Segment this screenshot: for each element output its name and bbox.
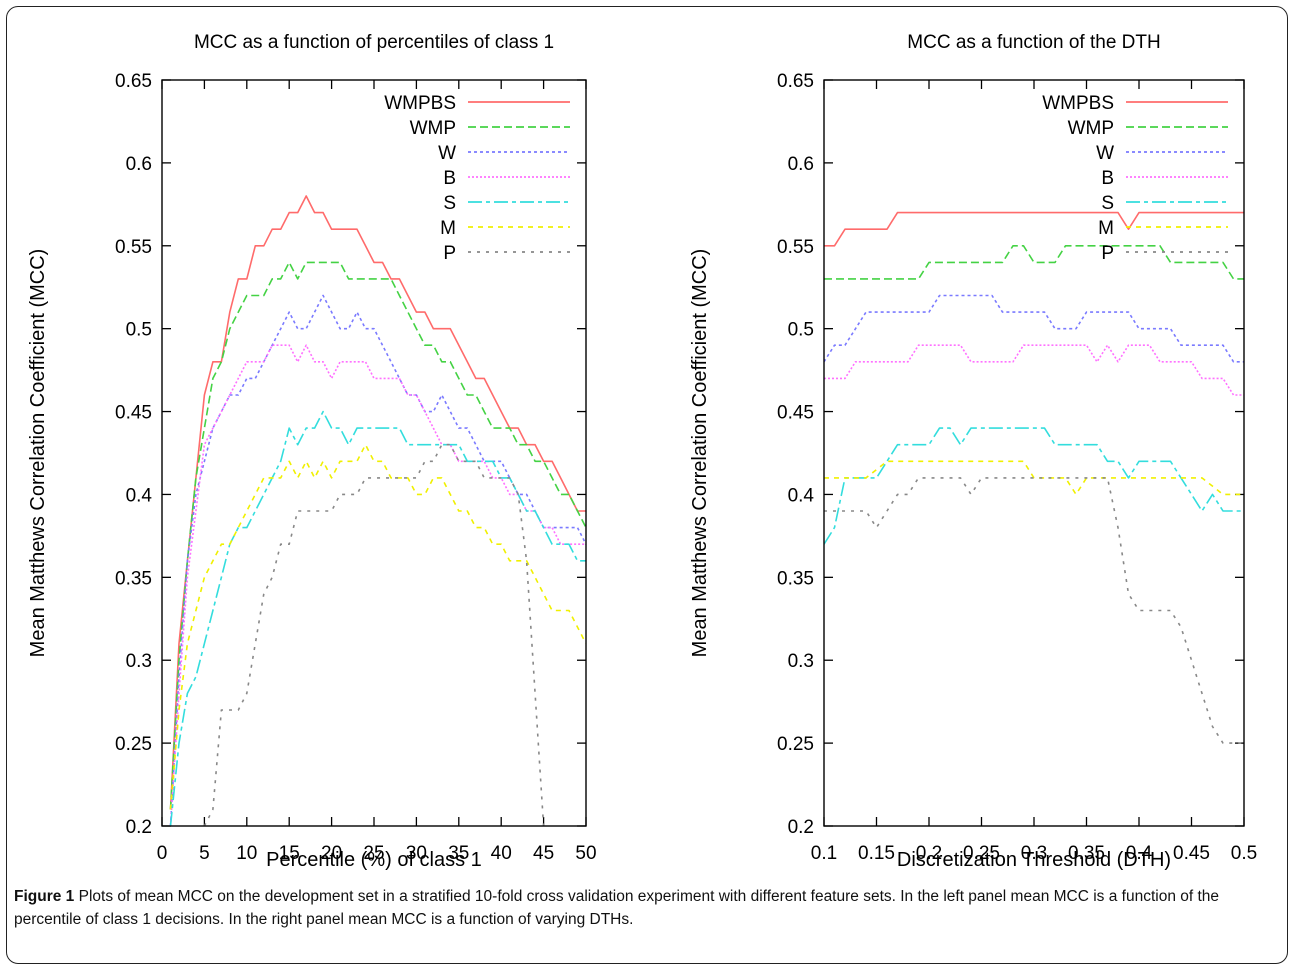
x-axis-label: Discretization Threshold (DTH) <box>897 849 1171 871</box>
y-tick-label: 0.45 <box>115 403 152 424</box>
series-line-s <box>824 427 1244 545</box>
x-tick-label: 0.3 <box>1021 843 1047 864</box>
legend-label-b: B <box>1101 168 1114 189</box>
series-line-b <box>824 344 1244 396</box>
series-line-s <box>169 410 586 826</box>
y-tick-label: 0.6 <box>126 154 152 175</box>
x-tick-label: 35 <box>448 843 469 864</box>
x-tick-label: 0.15 <box>858 843 895 864</box>
x-tick-label: 0.4 <box>1126 843 1153 864</box>
y-tick-label: 0.25 <box>777 734 814 755</box>
x-tick-label: 0.25 <box>963 843 1000 864</box>
legend-label-wmp: WMP <box>410 118 456 139</box>
figure-caption-text: Plots of mean MCC on the development set… <box>14 888 1220 928</box>
series-line-wmpbs <box>824 211 1244 247</box>
y-tick-label: 0.5 <box>126 320 152 341</box>
x-tick-label: 0.35 <box>1068 843 1105 864</box>
y-tick-label: 0.35 <box>115 568 152 589</box>
legend-label-s: S <box>1101 193 1114 214</box>
x-tick-label: 0.2 <box>916 843 942 864</box>
y-tick-label: 0.2 <box>788 817 814 838</box>
chart-title: MCC as a function of percentiles of clas… <box>194 32 554 53</box>
x-tick-label: 0.5 <box>1231 843 1257 864</box>
y-axis-label: Mean Matthews Correlation Coefficient (M… <box>689 249 711 658</box>
y-tick-label: 0.2 <box>126 817 152 838</box>
figure-label: Figure 1 <box>14 888 75 905</box>
x-tick-label: 5 <box>199 843 210 864</box>
y-tick-label: 0.25 <box>115 734 152 755</box>
series-line-p <box>824 477 1244 744</box>
series-line-w <box>169 294 586 826</box>
legend-label-wmp: WMP <box>1068 118 1114 139</box>
figure-frame <box>6 6 1288 964</box>
series-line-p <box>203 443 545 826</box>
x-tick-label: 50 <box>575 843 596 864</box>
y-tick-label: 0.65 <box>777 71 814 92</box>
y-tick-label: 0.4 <box>788 485 815 506</box>
y-tick-label: 0.3 <box>788 651 814 672</box>
x-tick-label: 10 <box>236 843 257 864</box>
legend-label-wmpbs: WMPBS <box>384 93 456 114</box>
y-tick-label: 0.65 <box>115 71 152 92</box>
y-tick-label: 0.35 <box>777 568 814 589</box>
y-tick-label: 0.6 <box>788 154 814 175</box>
figure-charts: MCC as a function of percentiles of clas… <box>27 32 1257 871</box>
plot-area-border <box>823 79 1245 827</box>
legend-label-m: M <box>1098 218 1114 239</box>
y-tick-label: 0.3 <box>126 651 152 672</box>
legend-label-w: W <box>1096 143 1114 164</box>
series-line-b <box>169 344 586 826</box>
x-tick-label: 0.45 <box>1173 843 1210 864</box>
chart-title: MCC as a function of the DTH <box>907 32 1160 53</box>
y-tick-label: 0.55 <box>777 237 814 258</box>
legend-label-w: W <box>438 143 456 164</box>
x-tick-label: 40 <box>491 843 512 864</box>
legend-label-p: P <box>1101 243 1114 264</box>
x-tick-label: 20 <box>321 843 342 864</box>
x-tick-label: 45 <box>533 843 554 864</box>
legend-label-s: S <box>443 193 456 214</box>
x-axis-label: Percentile (%) of class 1 <box>266 849 482 871</box>
series-line-wmp <box>169 261 586 810</box>
series-line-w <box>824 294 1244 363</box>
figure-caption: Figure 1 Plots of mean MCC on the develo… <box>14 885 1280 931</box>
y-tick-label: 0.55 <box>115 237 152 258</box>
legend-label-wmpbs: WMPBS <box>1042 93 1114 114</box>
y-tick-label: 0.4 <box>126 485 153 506</box>
y-tick-label: 0.5 <box>788 320 814 341</box>
x-tick-label: 25 <box>363 843 384 864</box>
x-tick-label: 30 <box>406 843 427 864</box>
y-axis-label: Mean Matthews Correlation Coefficient (M… <box>27 249 49 658</box>
series-line-m <box>824 460 1244 496</box>
plot-area-border <box>161 79 587 827</box>
series-line-m <box>169 443 586 810</box>
x-tick-label: 0.1 <box>811 843 837 864</box>
x-tick-label: 0 <box>157 843 168 864</box>
series-line-wmp <box>824 245 1244 280</box>
series-line-wmpbs <box>169 195 586 810</box>
x-tick-label: 15 <box>279 843 300 864</box>
y-tick-label: 0.45 <box>777 403 814 424</box>
legend-label-p: P <box>443 243 456 264</box>
legend-label-m: M <box>440 218 456 239</box>
legend-label-b: B <box>443 168 456 189</box>
